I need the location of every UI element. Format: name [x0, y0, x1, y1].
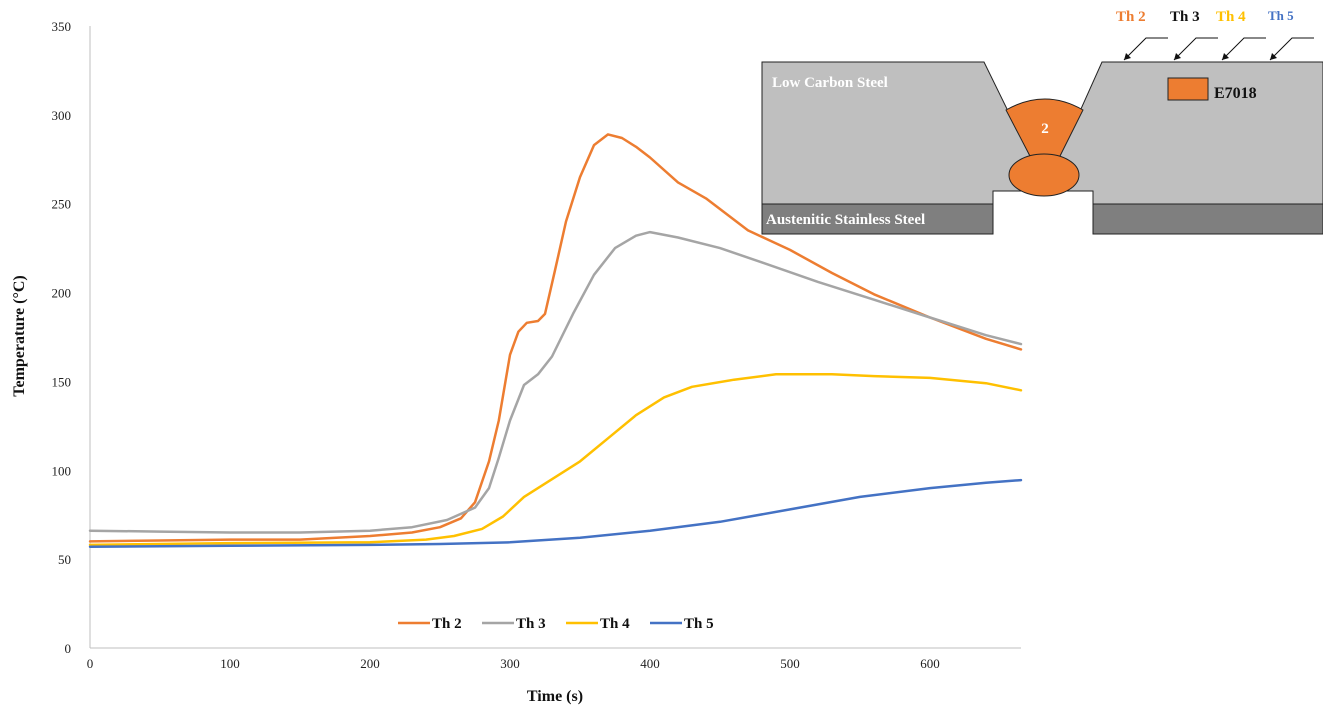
stainless-label: Austenitic Stainless Steel	[766, 212, 925, 228]
x-tick-label: 300	[500, 656, 520, 671]
series-line-th-4	[88, 373, 1023, 547]
x-tick-label: 200	[360, 656, 380, 671]
y-tick-label: 200	[52, 286, 72, 301]
x-tick-label: 600	[920, 656, 940, 671]
low-carbon-plate-left	[761, 61, 1032, 205]
series-lines	[88, 133, 1023, 548]
legend-label-th-5: Th 5	[684, 616, 714, 632]
weld-pass-label: 2	[1041, 121, 1049, 137]
thermocouple-pointer-th4	[1221, 37, 1266, 61]
legend-label-th-3: Th 3	[516, 616, 546, 632]
legend: Th 2 Th 3 Th 4 Th 5	[398, 616, 714, 632]
y-tick-label: 250	[52, 197, 72, 212]
low-carbon-label: Low Carbon Steel	[772, 75, 888, 91]
arrowhead-th4	[1222, 53, 1229, 60]
filler-label: E7018	[1214, 85, 1257, 102]
x-tick-label: 500	[780, 656, 800, 671]
x-tick-label: 100	[220, 656, 240, 671]
legend-label-th-2: Th 2	[432, 616, 462, 632]
x-tick-labels: 0 100 200 300 400 500 600	[87, 656, 940, 671]
series-line-th-2	[88, 133, 1023, 543]
arrowhead-th3	[1174, 53, 1181, 60]
y-tick-label: 0	[65, 641, 72, 656]
stainless-plate-right	[1092, 203, 1323, 235]
y-tick-labels: 0 50 100 150 200 250 300 350	[52, 19, 72, 656]
weld-pass-2	[1005, 98, 1084, 159]
weld-root-pass	[1008, 153, 1080, 197]
arrowhead-th2	[1124, 53, 1131, 60]
thermocouple-pointer-th5	[1269, 37, 1314, 61]
thermocouple-label-th3: Th 3	[1170, 9, 1200, 25]
y-axis-title: Temperature (°C)	[11, 275, 28, 396]
thermocouple-pointer-th2	[1123, 37, 1168, 61]
x-axis-title: Time (s)	[527, 688, 583, 705]
y-tick-label: 300	[52, 108, 72, 123]
thermocouple-label-th2: Th 2	[1116, 9, 1146, 25]
thermocouple-label-th4: Th 4	[1216, 9, 1246, 25]
y-tick-label: 100	[52, 463, 72, 478]
legend-label-th-4: Th 4	[600, 616, 630, 632]
y-tick-label: 150	[52, 374, 72, 389]
y-tick-label: 50	[58, 552, 71, 567]
series-line-th-3	[88, 230, 1023, 534]
x-tick-label: 400	[640, 656, 660, 671]
filler-swatch	[1167, 77, 1209, 101]
x-tick-label: 0	[87, 656, 94, 671]
arrowhead-th5	[1270, 53, 1277, 60]
y-tick-label: 350	[52, 19, 72, 34]
thermocouple-label-th5: Th 5	[1268, 8, 1294, 23]
low-carbon-plate-right	[1058, 61, 1323, 205]
thermocouple-pointer-th3	[1173, 37, 1218, 61]
series-line-th-5	[88, 478, 1023, 548]
weld-joint-diagram: 2 Low Carbon Steel Austenitic Stainless …	[761, 8, 1323, 235]
